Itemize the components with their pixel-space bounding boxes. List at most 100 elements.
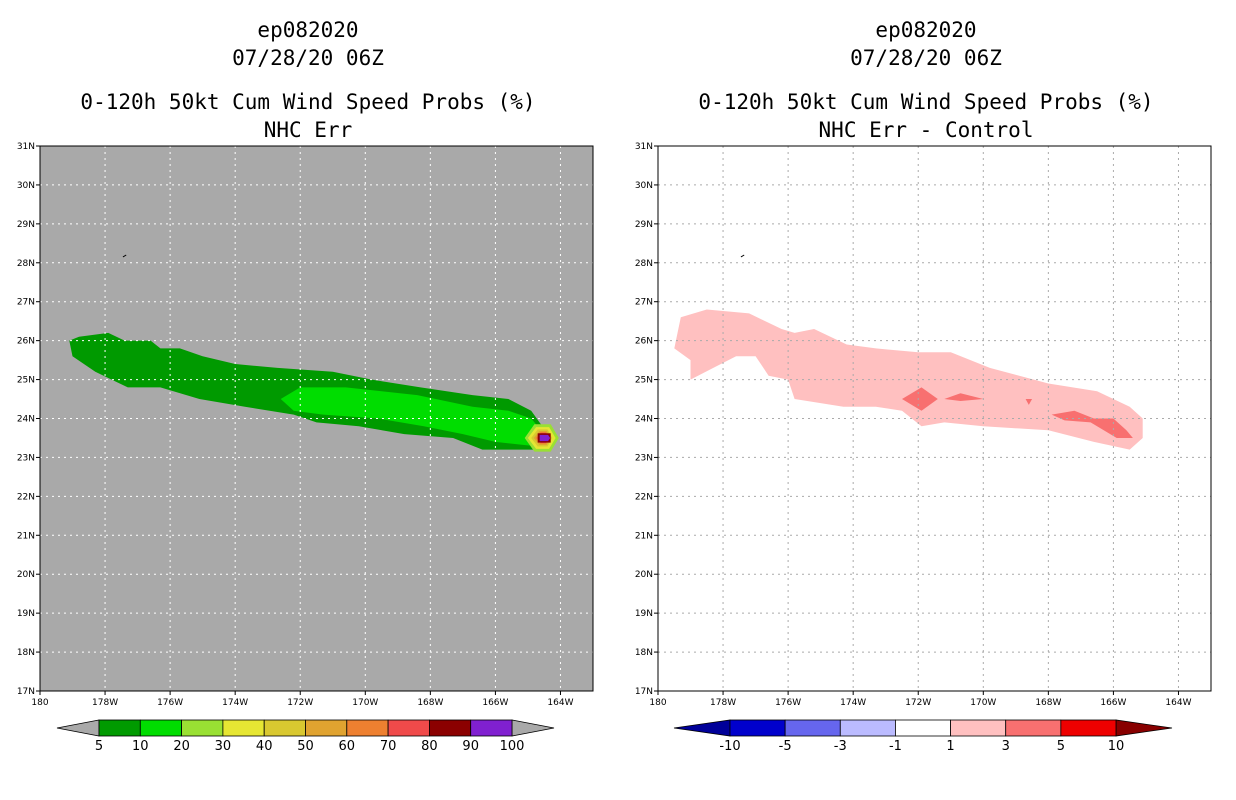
- colorbar-box: [139, 719, 183, 737]
- colorbar-label: 40: [256, 739, 273, 754]
- y-tick-label: 30N: [635, 181, 653, 191]
- contour-3-5: [1025, 399, 1033, 405]
- colorbar-box: [263, 719, 306, 737]
- right-title-storm: ep082020: [875, 18, 977, 42]
- colorbar-box: [181, 719, 224, 737]
- colorbar-label: 50: [297, 739, 314, 754]
- y-tick-label: 26N: [17, 337, 35, 347]
- y-tick-label: 24N: [17, 415, 35, 425]
- colorbar-label: 70: [380, 739, 397, 754]
- x-tick-label: 178W: [92, 698, 118, 708]
- colorbar-box: [950, 719, 1007, 737]
- colorbar-left-end: [673, 719, 731, 737]
- left-title-product: 0-120h 50kt Cum Wind Speed Probs (%): [80, 90, 536, 114]
- contour-3-5: [1051, 410, 1133, 438]
- colorbar-label: 100: [500, 739, 525, 754]
- y-tick-label: 22N: [17, 492, 35, 502]
- x-tick-label: 166W: [482, 698, 508, 708]
- right-title-date: 07/28/20 06Z: [850, 46, 1002, 70]
- y-tick-label: 30N: [17, 181, 35, 191]
- y-tick-label: 20N: [635, 570, 653, 580]
- y-tick-label: 25N: [17, 376, 35, 386]
- x-tick-label: 164W: [547, 698, 573, 708]
- y-tick-label: 29N: [17, 220, 35, 230]
- contour-90-100: [539, 434, 551, 442]
- colorbar-label: 20: [173, 739, 190, 754]
- colorbar-right-end: [1115, 719, 1173, 737]
- contour-3-5: [944, 393, 984, 401]
- y-tick-label: 18N: [635, 648, 653, 658]
- y-tick-label: 29N: [635, 220, 653, 230]
- y-tick-label: 28N: [17, 259, 35, 269]
- y-tick-label: 19N: [17, 609, 35, 619]
- island-mark: [740, 254, 745, 258]
- x-tick-label: 170W: [352, 698, 378, 708]
- y-tick-label: 21N: [17, 531, 35, 541]
- colorbar-box: [895, 719, 951, 737]
- right-title-product: 0-120h 50kt Cum Wind Speed Probs (%): [698, 90, 1154, 114]
- y-tick-label: 23N: [635, 453, 653, 463]
- colorbar-label: 30: [215, 739, 232, 754]
- y-tick-label: 26N: [635, 337, 653, 347]
- y-tick-label: 19N: [635, 609, 653, 619]
- colorbar-label: 90: [462, 739, 479, 754]
- left-title-subtitle: NHC Err: [263, 118, 353, 142]
- y-tick-label: 20N: [17, 570, 35, 580]
- y-tick-label: 22N: [635, 492, 653, 502]
- colorbar-box: [839, 719, 896, 737]
- x-tick-label: 176W: [775, 698, 801, 708]
- colorbar-label: -3: [834, 739, 847, 754]
- x-tick-label: 178W: [710, 698, 736, 708]
- colorbar-box: [729, 719, 786, 737]
- x-tick-label: 180: [649, 698, 666, 708]
- y-tick-label: 31N: [17, 142, 35, 152]
- colorbar-box: [222, 719, 265, 737]
- x-tick-label: 174W: [222, 698, 248, 708]
- y-tick-label: 18N: [17, 648, 35, 658]
- y-tick-label: 17N: [17, 687, 35, 697]
- colorbar-label: 3: [1002, 739, 1010, 754]
- x-tick-label: 164W: [1165, 698, 1191, 708]
- colorbar-label: 5: [1057, 739, 1065, 754]
- y-tick-label: 28N: [635, 259, 653, 269]
- colorbar-label: 1: [946, 739, 954, 754]
- colorbar-box: [784, 719, 841, 737]
- colorbar-box: [346, 719, 389, 737]
- colorbar-box: [470, 719, 513, 737]
- right-panel: 180 178W 176W 174W 172W 170W 168W 166W 164W 17N 18…: [635, 142, 1212, 754]
- colorbar-right-end: [511, 719, 555, 737]
- colorbar-label: 80: [421, 739, 438, 754]
- contour-10-20: [280, 387, 548, 446]
- x-tick-label: 176W: [157, 698, 183, 708]
- right-title-subtitle: NHC Err - Control: [818, 118, 1034, 142]
- x-tick-label: 172W: [287, 698, 313, 708]
- colorbar-label: 10: [132, 739, 149, 754]
- colorbar-box: [1005, 719, 1062, 737]
- y-tick-label: 31N: [635, 142, 653, 152]
- y-tick-label: 17N: [635, 687, 653, 697]
- colorbar-label: 10: [1108, 739, 1125, 754]
- island-mark: [122, 254, 127, 258]
- y-tick-label: 25N: [635, 376, 653, 386]
- y-tick-label: 27N: [17, 298, 35, 308]
- x-tick-label: 166W: [1100, 698, 1126, 708]
- colorbar-label: -10: [719, 739, 740, 754]
- colorbar-label: -5: [779, 739, 792, 754]
- y-tick-label: 21N: [635, 531, 653, 541]
- x-tick-label: 172W: [905, 698, 931, 708]
- y-tick-label: 27N: [635, 298, 653, 308]
- x-tick-label: 180: [31, 698, 48, 708]
- colorbar-box: [1060, 719, 1117, 737]
- colorbar-left-end: [56, 719, 100, 737]
- x-tick-label: 168W: [1035, 698, 1061, 708]
- colorbar-box: [428, 719, 472, 737]
- y-tick-label: 23N: [17, 453, 35, 463]
- left-title-storm: ep082020: [257, 18, 359, 42]
- x-tick-label: 174W: [840, 698, 866, 708]
- y-tick-label: 24N: [635, 415, 653, 425]
- contour-3-5: [902, 387, 938, 411]
- colorbar-label: 60: [339, 739, 356, 754]
- colorbar-label: -1: [889, 739, 902, 754]
- contour-1-3: [674, 309, 1143, 450]
